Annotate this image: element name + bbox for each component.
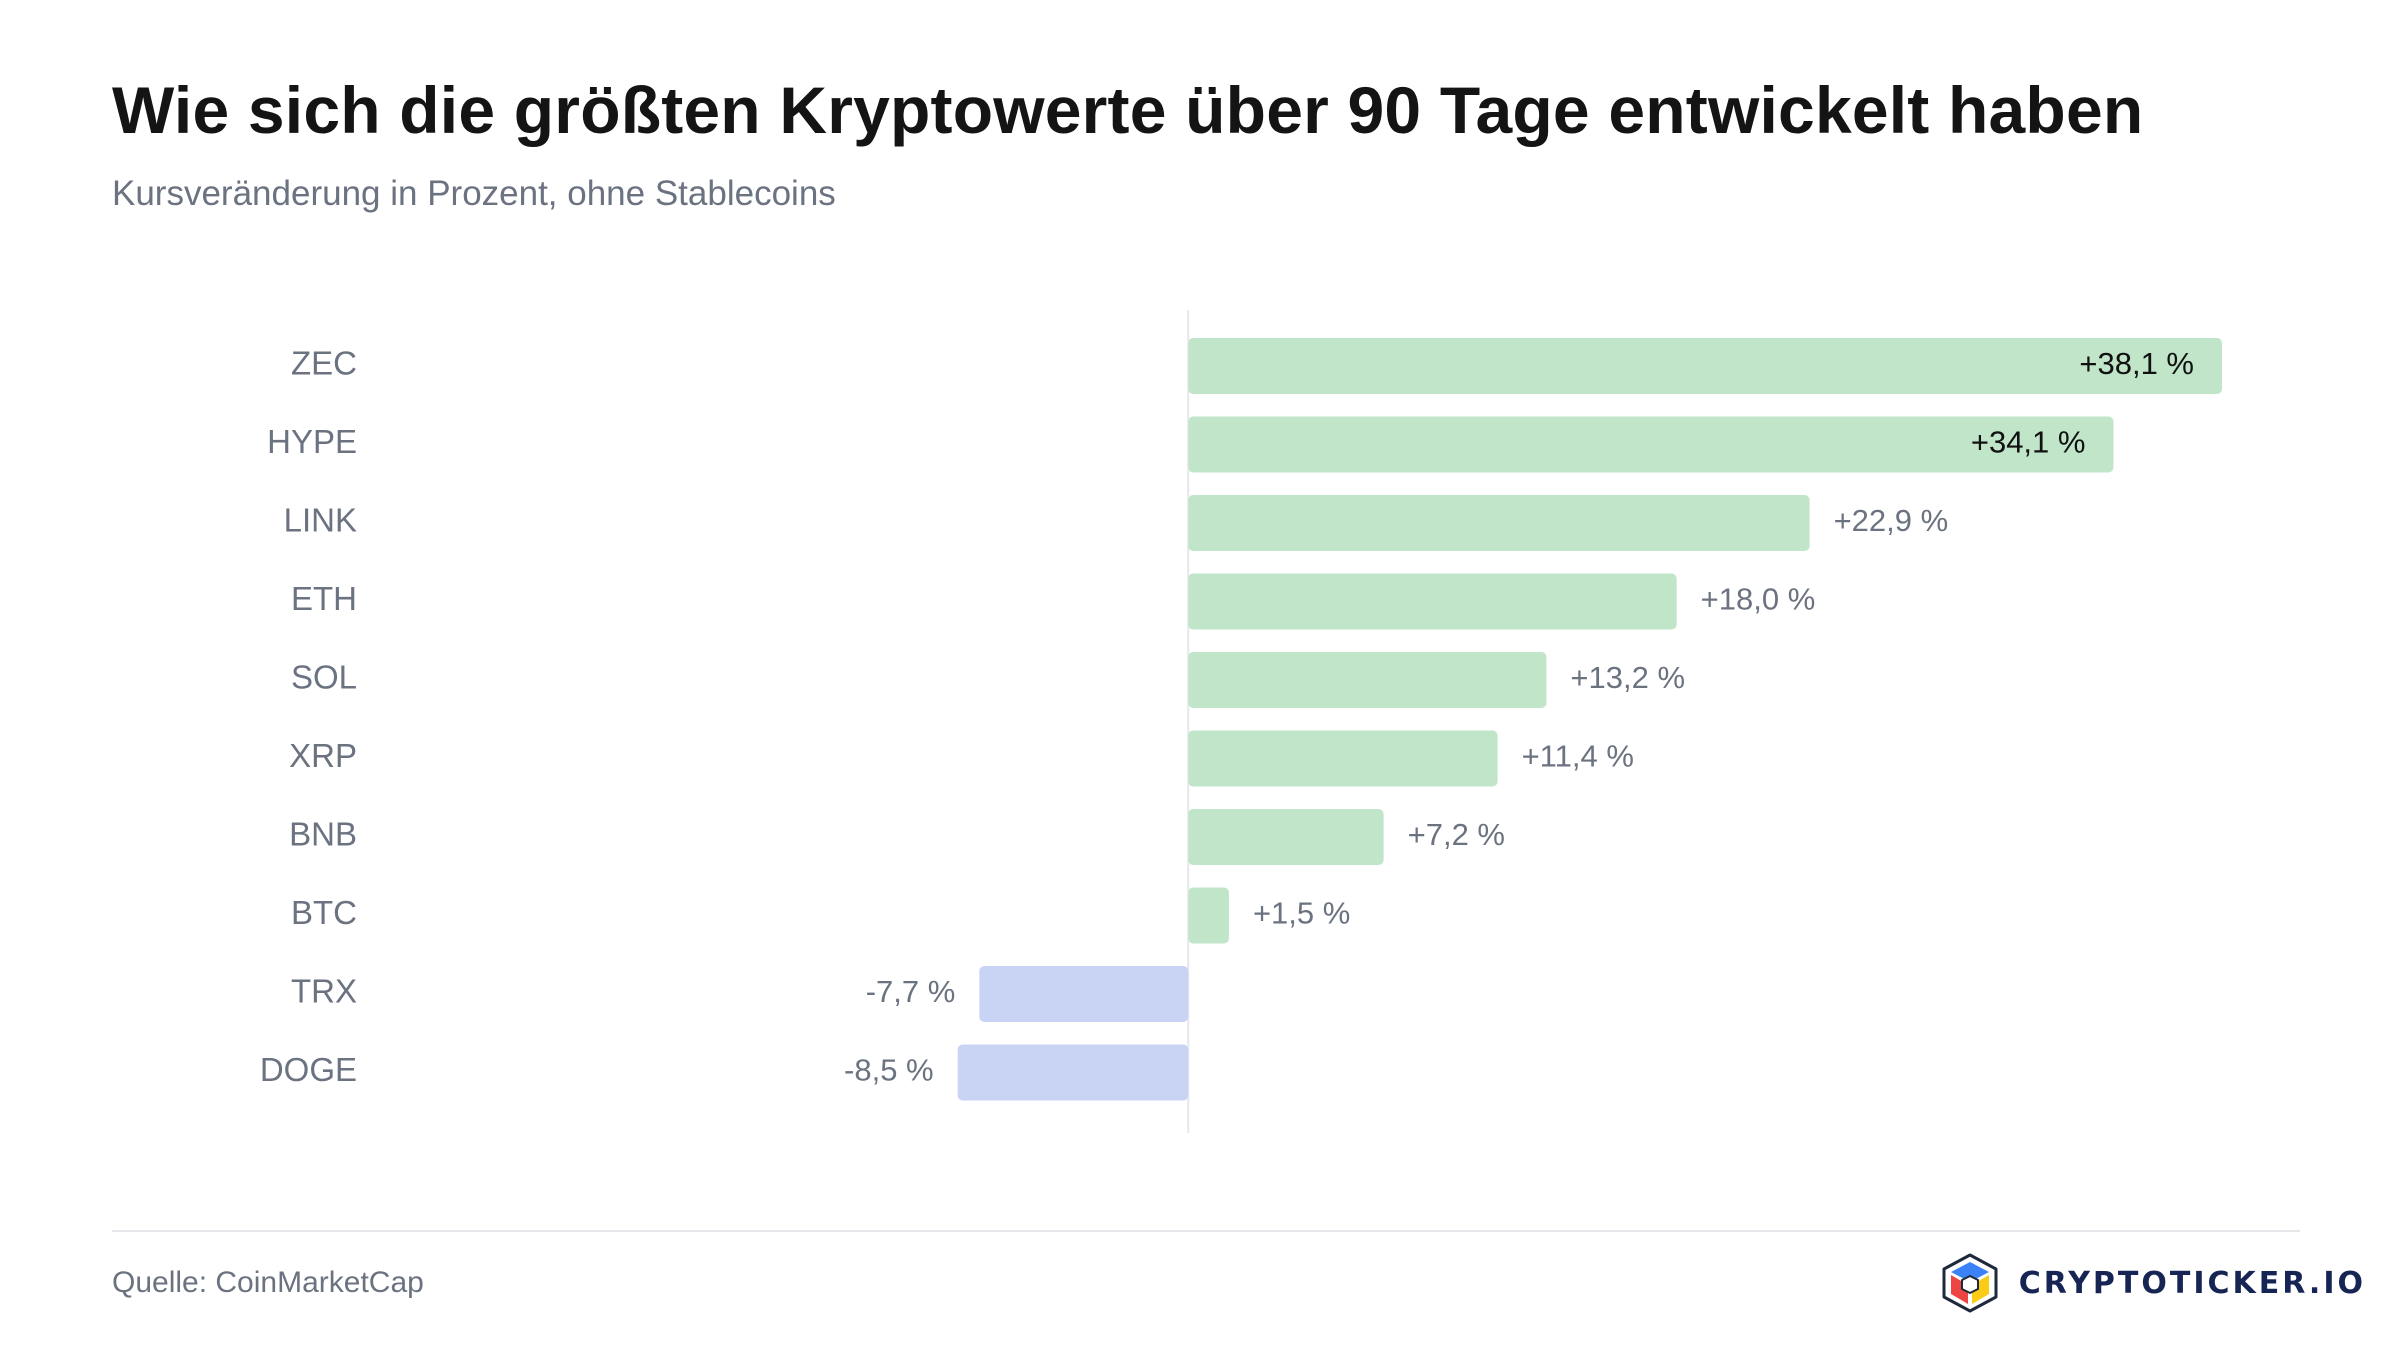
category-label-trx: TRX: [291, 973, 357, 1010]
category-label-sol: SOL: [291, 659, 357, 696]
footer-divider: [112, 1230, 2300, 1232]
bar-btc: [1188, 887, 1229, 944]
category-label-eth: ETH: [291, 580, 357, 617]
category-label-doge: DOGE: [260, 1051, 357, 1088]
bar-link: [1188, 495, 1810, 551]
category-label-btc: BTC: [291, 894, 357, 931]
bar-zec: [1188, 338, 2222, 394]
bar-trx: [979, 966, 1189, 1022]
value-label-btc: +1,5 %: [1253, 896, 1350, 931]
bar-bnb: [1188, 809, 1384, 865]
value-label-link: +22,9 %: [1834, 503, 1949, 538]
chart-title: Wie sich die größten Kryptowerte über 90…: [112, 73, 2144, 147]
source-note: Quelle: CoinMarketCap: [112, 1266, 424, 1299]
value-label-doge: -8,5 %: [844, 1053, 934, 1088]
category-label-link: LINK: [284, 502, 357, 539]
brand-name: CRYPTOTICKER.IO: [2018, 1265, 2366, 1301]
bar-xrp: [1188, 730, 1498, 787]
category-label-bnb: BNB: [289, 816, 357, 853]
bar-eth: [1188, 573, 1677, 630]
bar-doge: [957, 1044, 1189, 1101]
value-label-bnb: +7,2 %: [1408, 817, 1505, 852]
bar-hype: [1188, 416, 2114, 473]
value-label-sol: +13,2 %: [1570, 660, 1685, 695]
bar-sol: [1188, 652, 1547, 708]
category-label-xrp: XRP: [289, 737, 357, 774]
value-label-zec: +38,1 %: [2079, 346, 2194, 381]
value-label-hype: +34,1 %: [1971, 425, 2086, 460]
category-label-hype: HYPE: [267, 423, 357, 460]
chart-subtitle: Kursveränderung in Prozent, ohne Stablec…: [112, 174, 836, 213]
value-label-xrp: +11,4 %: [1522, 739, 1634, 774]
value-label-trx: -7,7 %: [866, 974, 956, 1009]
cube-logo-icon: [1942, 1253, 1998, 1313]
value-label-eth: +18,0 %: [1701, 582, 1816, 617]
category-label-zec: ZEC: [291, 345, 357, 382]
brand[interactable]: CRYPTOTICKER.IO: [1939, 1252, 2366, 1314]
